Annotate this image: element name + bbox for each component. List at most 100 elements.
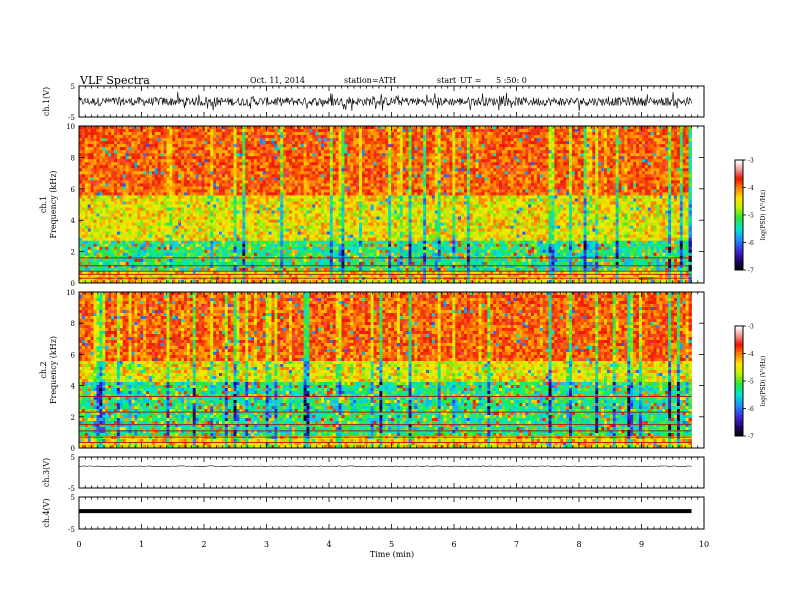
ch1-spectrogram-cell: [163, 186, 167, 190]
ch1-spectrogram-cell: [455, 165, 459, 169]
ch1-spectrogram-cell: [539, 192, 544, 196]
ch1-spectrogram-cell: [452, 183, 456, 187]
ch1-spectrogram-cell: [525, 186, 529, 190]
ch1-spectrogram-cell: [359, 159, 363, 163]
ch1-spectrogram-cell: [633, 180, 637, 184]
ch1-spectrogram-cell: [341, 171, 345, 175]
ch1-spectrogram-cell: [198, 192, 202, 196]
ch1-spectrogram-cell: [315, 147, 319, 151]
ch1-spectrogram-cell: [350, 189, 354, 193]
ch1-spectrogram-cell: [574, 171, 579, 175]
ch1-spectrogram-cell: [370, 126, 374, 130]
ch1-spectrogram-cell: [475, 168, 479, 172]
ch1-spectrogram-cell: [143, 156, 147, 160]
ch1-spectrogram-cell: [81, 135, 86, 139]
ch1-spectrogram-cell: [116, 156, 121, 160]
ch1-spectrogram-cell: [458, 126, 462, 130]
ch1-spectrogram-cell: [539, 150, 544, 154]
ch1-spectrogram-cell: [478, 192, 482, 196]
ch1-spectrogram-cell: [326, 192, 331, 196]
ch1-spectrogram-cell: [373, 135, 377, 139]
ch1-spectrogram-cell: [160, 192, 164, 196]
ch1-spectrogram-cell: [449, 177, 453, 181]
ch1-spectrogram-cell: [373, 180, 377, 184]
ch1-spectrogram-cell: [633, 159, 637, 163]
ch1-spectrogram-cell: [668, 156, 672, 160]
ch1-spectrogram-cell: [201, 153, 205, 157]
ch1-spectrogram-cell: [271, 162, 275, 166]
ch1-spectrogram-cell: [315, 144, 319, 148]
ch1-spectrogram-cell: [633, 147, 637, 151]
ch1-spectrogram-cell: [449, 150, 453, 154]
ch1-spectrogram-cell: [251, 132, 255, 136]
ch1-spectrogram-cell: [186, 141, 191, 145]
ch1-spectrogram-cell: [324, 159, 328, 163]
ch1-spectrogram-cell: [216, 192, 220, 196]
ch1-spectrogram-cell: [589, 165, 593, 169]
ch1-spectrogram-cell: [356, 126, 360, 130]
ch1-spectrogram-cell: [417, 156, 421, 160]
ch1-spectrogram-cell: [431, 165, 436, 169]
ch1-spectrogram-cell: [682, 168, 687, 172]
ch1-spectrogram-cell: [303, 162, 307, 166]
ch1-spectrogram-cell: [213, 165, 217, 169]
ch1-spectrogram-cell: [341, 162, 345, 166]
ch1-spectrogram-cell: [204, 180, 208, 184]
ch1-spectrogram-cell: [405, 132, 409, 136]
ch1-spectrogram-cell: [373, 174, 377, 178]
ch1-spectrogram-cell: [475, 189, 479, 193]
ch1-spectrogram-cell: [192, 144, 197, 148]
ch1-spectrogram-cell: [286, 156, 290, 160]
ch1-spectrogram-cell: [542, 138, 547, 142]
ch1-spectrogram-cell: [268, 135, 272, 139]
ch1-spectrogram-cell: [271, 144, 275, 148]
ch1-spectrogram-cell: [458, 165, 462, 169]
ch1-spectrogram-cell: [370, 168, 374, 172]
ch1-spectrogram-cell: [388, 138, 392, 142]
ch1-spectrogram-cell: [595, 180, 599, 184]
ch1-spectrogram-cell: [90, 129, 94, 133]
ch1-spectrogram-cell: [382, 150, 386, 154]
ch1-spectrogram-cell: [184, 129, 188, 133]
ch1-spectrogram-cell: [394, 129, 398, 133]
ch1-spectrogram-cell: [306, 138, 310, 142]
ch1-spectrogram-cell: [201, 126, 205, 130]
ch1-spectrogram-cell: [303, 126, 307, 130]
ch1-spectrogram-cell: [370, 144, 374, 148]
ch1-spectrogram-cell: [668, 126, 672, 130]
ch1-spectrogram-cell: [396, 165, 401, 169]
ch1-spectrogram-cell: [665, 177, 669, 181]
ch1-spectrogram-cell: [111, 129, 115, 133]
ch1-spectrogram-cell: [189, 150, 194, 154]
ch1-spectrogram-cell: [499, 141, 503, 145]
ch1-spectrogram-cell: [175, 153, 179, 157]
ch1-spectrogram-cell: [111, 183, 115, 187]
ch1-spectrogram-cell: [394, 180, 398, 184]
ch1-spectrogram-cell: [347, 147, 351, 151]
ch1-spectrogram-cell: [105, 144, 109, 148]
ch1-spectrogram-cell: [350, 174, 354, 178]
ch1-spectrogram-cell: [230, 126, 234, 130]
ch1-spectrogram-cell: [96, 153, 100, 157]
ch1-spectrogram-cell: [481, 168, 485, 172]
ch1-spectrogram-cell: [385, 156, 389, 160]
ch1-spectrogram-cell: [612, 162, 617, 166]
ch1-spectrogram-cell: [259, 165, 264, 169]
ch1-spectrogram-cell: [458, 141, 462, 145]
ch1-spectrogram-cell: [449, 183, 453, 187]
ch1-spectrogram-cell: [522, 177, 526, 181]
ch1-spectrogram-cell: [475, 135, 479, 139]
ch1-spectrogram-cell: [265, 192, 269, 196]
ch1-spectrogram-cell: [499, 150, 503, 154]
ch1-spectrogram-cell: [604, 129, 608, 133]
ch1-spectrogram-cell: [385, 129, 389, 133]
ch1-spectrogram-cell: [478, 177, 482, 181]
ch1-spectrogram-cell: [166, 153, 170, 157]
ch1-spectrogram-cell: [563, 189, 567, 193]
ch1-spectrogram-cell: [563, 153, 567, 157]
ch1-spectrogram-cell: [186, 165, 191, 169]
ch1-spectrogram-cell: [213, 180, 217, 184]
ch1-spectrogram-cell: [236, 162, 240, 166]
ch1-spectrogram-cell: [569, 174, 573, 178]
ch1-spectrogram-cell: [606, 126, 611, 130]
